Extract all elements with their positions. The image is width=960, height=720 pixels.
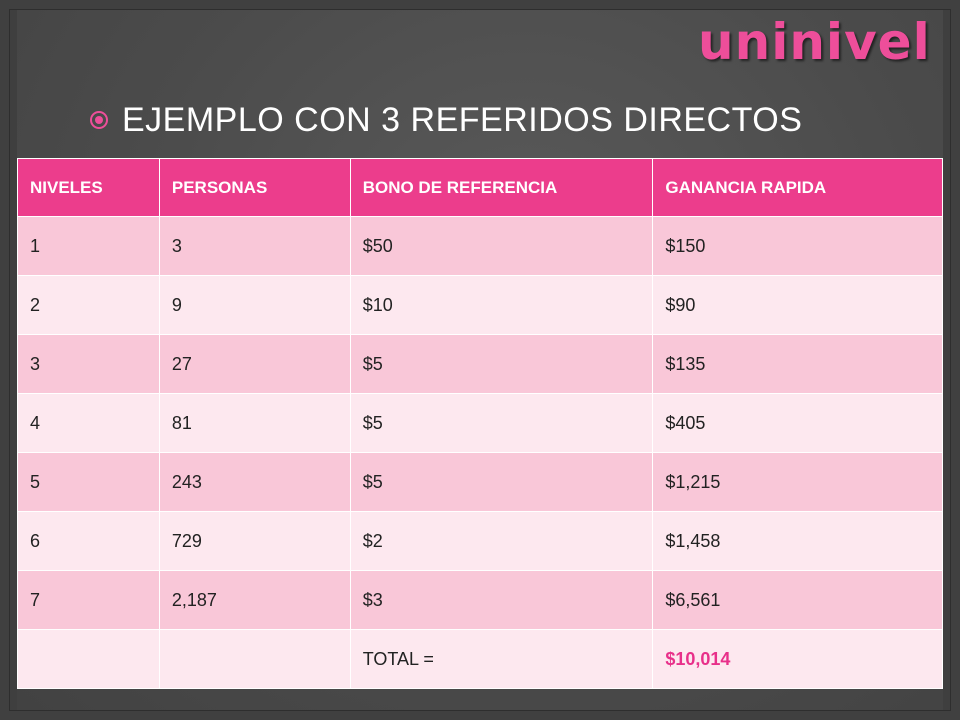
total-row: TOTAL = $10,014 [17,629,943,689]
cell-nivel: 5 [17,452,160,512]
cell-empty [17,629,160,689]
cell-nivel: 2 [17,275,160,335]
total-value: $10,014 [652,629,943,689]
cell-nivel: 7 [17,570,160,630]
table-header-row: NIVELES PERSONAS BONO DE REFERENCIA GANA… [17,158,943,217]
cell-nivel: 6 [17,511,160,571]
cell-personas: 729 [158,511,351,571]
cell-ganancia: $90 [652,275,943,335]
header-bono: BONO DE REFERENCIA [349,158,654,217]
cell-personas: 9 [158,275,351,335]
cell-ganancia: $150 [652,216,943,276]
cell-personas: 81 [158,393,351,453]
cell-empty [158,629,351,689]
header-ganancia: GANANCIA RAPIDA [652,158,943,217]
slide-title: uninivel [698,13,931,71]
header-personas: PERSONAS [158,158,351,217]
cell-bono: $10 [349,275,654,335]
table-row: 2 9 $10 $90 [17,275,943,335]
cell-ganancia: $135 [652,334,943,394]
header-niveles: NIVELES [17,158,160,217]
bullet-icon [90,111,108,129]
cell-bono: $50 [349,216,654,276]
table-row: 3 27 $5 $135 [17,334,943,394]
cell-bono: $2 [349,511,654,571]
cell-nivel: 4 [17,393,160,453]
table-row: 1 3 $50 $150 [17,216,943,276]
cell-ganancia: $1,458 [652,511,943,571]
cell-personas: 2,187 [158,570,351,630]
cell-ganancia: $6,561 [652,570,943,630]
table-row: 6 729 $2 $1,458 [17,511,943,571]
bullet-text: EJEMPLO CON 3 REFERIDOS DIRECTOS [122,100,803,139]
table-row: 5 243 $5 $1,215 [17,452,943,512]
cell-personas: 243 [158,452,351,512]
cell-nivel: 3 [17,334,160,394]
referral-table: NIVELES PERSONAS BONO DE REFERENCIA GANA… [17,158,943,689]
bullet-row: EJEMPLO CON 3 REFERIDOS DIRECTOS [90,95,802,145]
cell-bono: $5 [349,452,654,512]
total-label: TOTAL = [349,629,654,689]
table-row: 4 81 $5 $405 [17,393,943,453]
table-row: 7 2,187 $3 $6,561 [17,570,943,630]
cell-bono: $5 [349,334,654,394]
cell-nivel: 1 [17,216,160,276]
cell-personas: 3 [158,216,351,276]
cell-ganancia: $1,215 [652,452,943,512]
cell-ganancia: $405 [652,393,943,453]
cell-bono: $5 [349,393,654,453]
cell-bono: $3 [349,570,654,630]
cell-personas: 27 [158,334,351,394]
